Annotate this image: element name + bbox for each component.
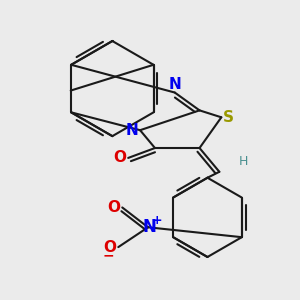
Text: S: S: [223, 110, 234, 125]
Text: N: N: [168, 76, 181, 92]
Text: O: O: [113, 150, 126, 165]
Text: +: +: [152, 214, 162, 227]
Text: −: −: [103, 248, 114, 262]
Text: O: O: [103, 240, 116, 255]
Text: N: N: [125, 123, 138, 138]
Text: O: O: [107, 200, 120, 215]
Text: N: N: [142, 218, 156, 236]
Text: H: H: [239, 155, 248, 168]
